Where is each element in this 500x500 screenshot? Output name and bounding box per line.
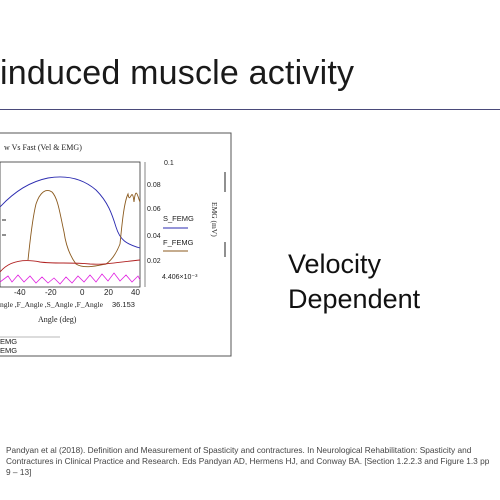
chart-title: w Vs Fast (Vel & EMG) — [4, 143, 82, 152]
dependent-word: Dependent — [288, 284, 421, 314]
plot-area — [0, 161, 141, 288]
title-divider — [0, 109, 500, 110]
y2-bottom-label: 4.406×10⁻³ — [162, 274, 198, 281]
slide-title: induced muscle activity — [0, 54, 355, 92]
citation-footer: Pandyan et al (2018). Definition and Mea… — [6, 445, 490, 477]
x-axis-label: Angle (deg) — [38, 315, 77, 324]
x-tick-label: -40 — [14, 288, 26, 297]
x-tick-label: 0 — [80, 288, 85, 297]
x-tick-label: 20 — [104, 288, 113, 297]
velocity-word: Velocity — [288, 249, 382, 279]
y2-tick-label: 0.08 — [147, 182, 161, 189]
x-tick-label: 40 — [131, 288, 140, 297]
bottom-legend-item: EMG — [0, 346, 17, 355]
y2-tick-label: 0.1 — [164, 160, 174, 167]
slow-emg-curve — [0, 259, 141, 273]
x-tick-label: -20 — [45, 288, 57, 297]
fast-emg-curve — [27, 190, 141, 268]
y2-axis-label: EMG (mV) — [210, 202, 219, 237]
emg-velocity-figure: w Vs Fast (Vel & EMG) -40 -20 0 20 40 ng… — [0, 132, 232, 357]
figure-frame — [0, 132, 232, 357]
x-series-label: ngle ,F_Angle ,S_Angle ,F_Angle — [0, 300, 104, 309]
angle-trace — [0, 272, 141, 285]
x-extra-value: 36.153 — [112, 300, 135, 309]
velocity-curve — [0, 176, 141, 249]
y2-tick-label: 0.04 — [147, 233, 161, 240]
velocity-dependent-label: Velocity Dependent — [288, 247, 420, 317]
y2-tick-label: 0.06 — [147, 206, 161, 213]
legend-f-femg: F_FEMG — [163, 238, 194, 247]
bottom-legend-item: EMG — [0, 337, 17, 346]
legend-s-femg: S_FEMG — [163, 214, 194, 223]
y2-tick-label: 0.02 — [147, 258, 161, 265]
